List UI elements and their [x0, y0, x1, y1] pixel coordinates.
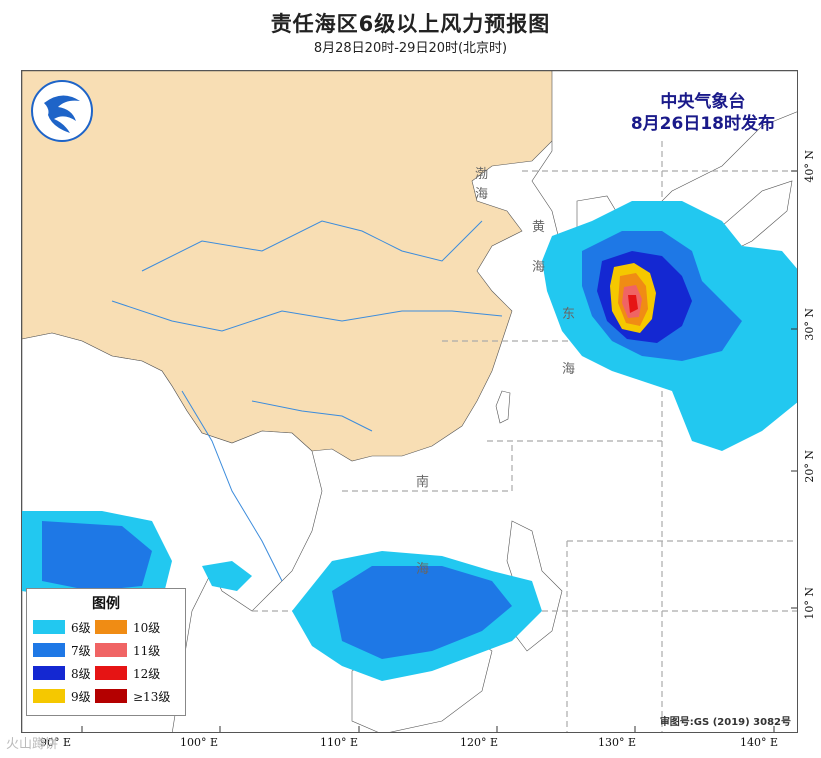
longitude-label: 130° E — [598, 736, 637, 749]
sea-label: 南 — [416, 475, 430, 490]
map-title: 责任海区6级以上风力预报图 — [270, 12, 551, 36]
wind-7-south — [332, 566, 512, 659]
approval-number: 审图号:GS (2019) 3082号 — [659, 717, 791, 728]
longitude-label: 120° E — [460, 736, 499, 749]
sea-label: 东 — [562, 307, 576, 322]
wind-6-gulf — [202, 561, 252, 591]
agency-name: 中央气象台 — [660, 92, 746, 112]
latitude-label: 30° N — [803, 308, 816, 341]
wind-7-west — [42, 521, 152, 591]
wind-zones — [22, 201, 797, 681]
longitude-label: 90° E — [40, 736, 72, 749]
legend-swatch — [33, 643, 65, 657]
longitude-label: 110° E — [320, 736, 359, 749]
longitude-label: 100° E — [180, 736, 219, 749]
sea-label: 黄 — [532, 220, 546, 235]
river-yellow — [141, 220, 483, 272]
river-mekong — [181, 390, 283, 582]
legend-label: ≥13级 — [133, 690, 171, 704]
issue-time: 8月26日18时发布 — [630, 114, 775, 134]
map-frame[interactable]: 中央气象台 8月26日18时发布 图例 6级 7级 8级 9级 10级 11级 — [21, 70, 798, 733]
legend-label: 10级 — [133, 621, 161, 635]
legend-item: ≥13级 — [95, 688, 181, 704]
legend-item: 11级 — [95, 642, 181, 658]
legend-label: 6级 — [71, 621, 91, 635]
map-subtitle: 8月28日20时-29日20时(北京时) — [313, 41, 508, 56]
legend-item: 8级 — [33, 665, 108, 681]
legend-label: 7级 — [71, 644, 91, 658]
sea-label: 海 — [532, 260, 546, 275]
legend-item: 6级 — [33, 619, 108, 635]
legend-item: 12级 — [95, 665, 181, 681]
wind-12-north — [628, 295, 638, 313]
watermark: 火山蹲饼 — [6, 737, 59, 752]
legend-swatch — [95, 643, 127, 657]
legend-swatch — [95, 689, 127, 703]
sea-label: 海 — [562, 362, 576, 377]
legend-title: 图例 — [92, 596, 120, 612]
legend-item: 7级 — [33, 642, 108, 658]
latitude-label: 10° N — [803, 587, 816, 620]
graticule-ticks — [81, 170, 797, 732]
river-pearl — [251, 400, 373, 432]
longitude-label: 140° E — [740, 736, 779, 749]
latitude-label: 20° N — [803, 450, 816, 483]
latitude-label: 40° N — [803, 150, 816, 183]
issuing-agency: 中央气象台 8月26日18时发布 — [631, 91, 775, 135]
legend-label: 8级 — [71, 667, 91, 681]
legend-item: 9级 — [33, 688, 108, 704]
legend-swatch — [33, 689, 65, 703]
legend-swatch — [95, 620, 127, 634]
river-yangtze — [111, 300, 503, 332]
legend-swatch — [33, 620, 65, 634]
legend-label: 11级 — [133, 644, 161, 658]
legend: 图例 6级 7级 8级 9级 10级 11级 12级 — [26, 588, 186, 716]
sea-label: 海 — [475, 187, 489, 202]
legend-label: 9级 — [71, 690, 91, 704]
cma-logo-icon — [31, 80, 93, 142]
legend-label: 12级 — [133, 667, 161, 681]
legend-item: 10级 — [95, 619, 181, 635]
land-taiwan — [495, 390, 511, 424]
legend-swatch — [33, 666, 65, 680]
legend-swatch — [95, 666, 127, 680]
sea-label: 海 — [416, 562, 430, 577]
sea-label: 渤 — [475, 167, 489, 182]
